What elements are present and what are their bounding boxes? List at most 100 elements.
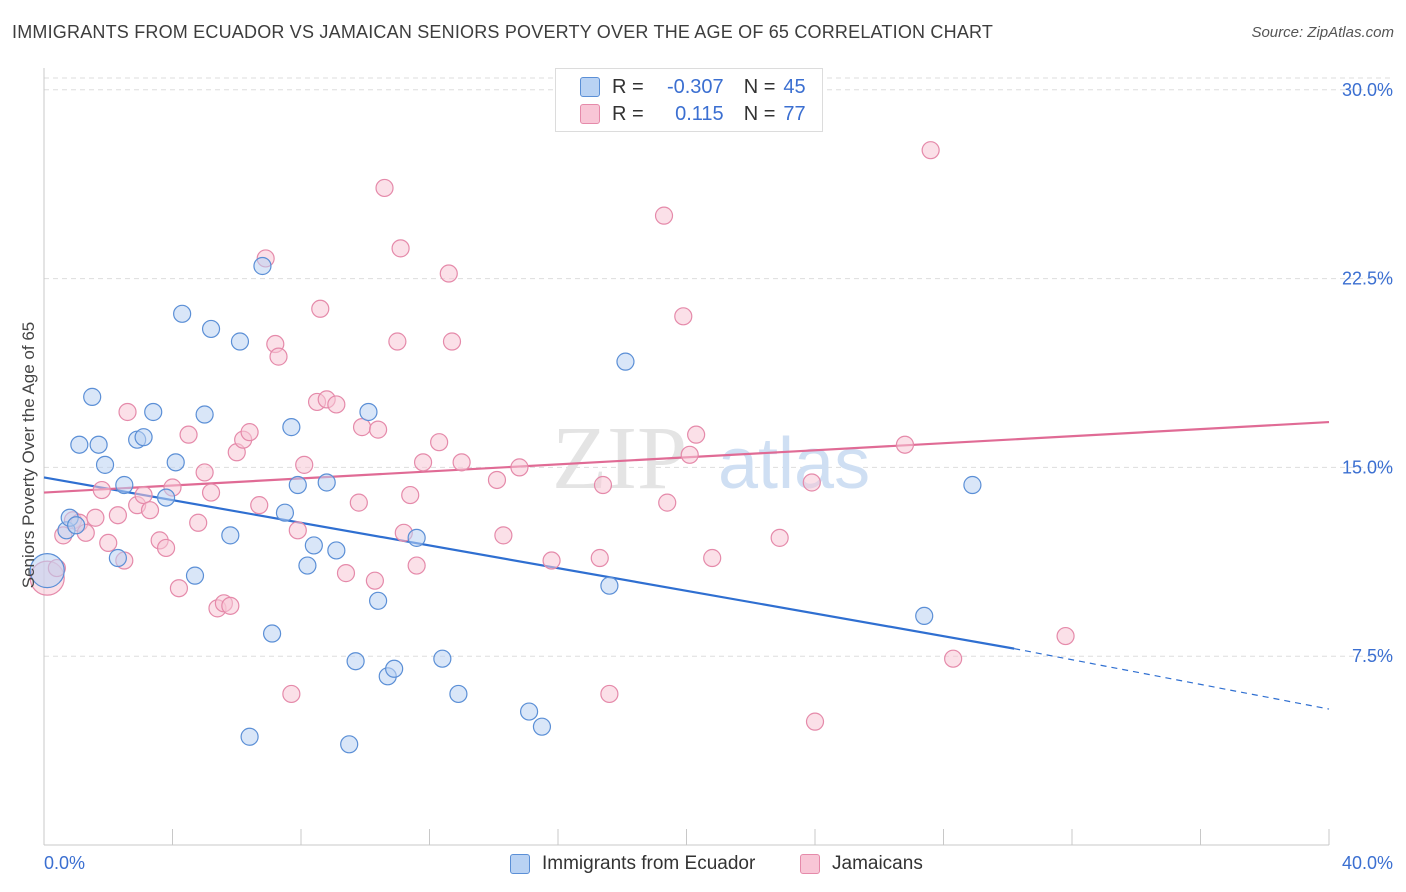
point-ecuador (115, 475, 134, 495)
y-tick-label: 7.5% (1352, 646, 1393, 666)
point-jamaicans (413, 453, 433, 472)
point-ecuador (359, 402, 378, 422)
point-jamaicans (593, 475, 613, 495)
point-ecuador (369, 591, 388, 610)
point-ecuador (385, 659, 404, 678)
point-jamaicans (510, 458, 529, 477)
point-jamaicans (542, 551, 561, 570)
point-jamaicans (494, 526, 513, 545)
point-jamaicans (600, 684, 619, 704)
point-jamaicans (452, 453, 471, 472)
point-ecuador (282, 418, 301, 437)
point-ecuador (67, 516, 86, 535)
point-ecuador (240, 727, 259, 746)
point-jamaicans (654, 206, 674, 225)
points (29, 141, 1075, 754)
r-value: -0.307 (666, 75, 724, 98)
point-jamaicans (802, 473, 821, 492)
point-jamaicans (295, 455, 314, 474)
point-ecuador (298, 556, 317, 575)
point-ecuador (304, 536, 323, 555)
y-tick-label: 30.0% (1342, 80, 1393, 100)
r-value: 0.115 (675, 102, 724, 125)
point-ecuador (519, 702, 539, 721)
point-jamaicans (944, 649, 963, 668)
axis-labels: 7.5% 15.0% 22.5% 30.0% 0.0% 40.0% Seniors Pove… (19, 80, 1393, 873)
point-jamaicans (201, 483, 221, 502)
point-jamaicans (590, 548, 609, 568)
point-jamaicans (282, 684, 301, 704)
point-jamaicans (658, 493, 677, 512)
point-ecuador (616, 352, 635, 371)
point-jamaicans (388, 332, 407, 351)
n-label: N = (743, 75, 776, 98)
point-ecuador (288, 475, 307, 495)
point-jamaicans (680, 445, 699, 464)
trend-line-ecuador (43, 476, 1015, 650)
point-jamaicans (99, 533, 118, 553)
point-ecuador (95, 455, 115, 474)
point-ecuador (156, 488, 176, 507)
point-ecuador (221, 526, 240, 545)
point-jamaicans (134, 485, 153, 505)
point-jamaicans (921, 141, 940, 160)
point-ecuador (144, 402, 163, 422)
axes (43, 68, 1330, 846)
point-jamaicans (369, 420, 388, 439)
point-jamaicans (221, 596, 240, 615)
point-jamaicans (487, 470, 507, 490)
point-jamaicans (86, 508, 105, 527)
point-jamaicans (288, 521, 307, 540)
point-jamaicans (92, 480, 111, 500)
n-label: N = (743, 102, 776, 125)
x-tick-label: 40.0% (1342, 853, 1393, 873)
point-ecuador (185, 566, 205, 585)
legend-label-ecuador: Immigrants from Ecuador (542, 853, 756, 874)
point-ecuador (407, 528, 426, 547)
point-jamaicans (442, 332, 462, 351)
stats-legend: R = -0.307 N = 45 R = 0.115 N = 77 (555, 68, 823, 132)
legend-swatch-jamaicans (800, 854, 820, 874)
point-ecuador (963, 475, 982, 495)
point-jamaicans (401, 485, 420, 505)
legend-item-ecuador[interactable]: Immigrants from Ecuador (510, 851, 755, 877)
point-ecuador (317, 473, 336, 492)
point-jamaicans (240, 423, 259, 442)
point-ecuador (600, 576, 619, 595)
x-tick-label: 0.0% (44, 853, 85, 873)
chart-title: IMMIGRANTS FROM ECUADOR VS JAMAICAN SENI… (12, 22, 994, 42)
point-jamaicans (365, 571, 384, 590)
point-ecuador (449, 684, 468, 704)
point-jamaicans (703, 548, 722, 568)
point-jamaicans (179, 425, 198, 444)
n-value: 77 (783, 102, 806, 125)
point-jamaicans (687, 425, 706, 444)
point-jamaicans (805, 712, 825, 731)
point-jamaicans (118, 402, 137, 422)
legend-row-jamaicans: R = 0.115 N = 77 (580, 100, 806, 128)
point-ecuador (262, 624, 282, 643)
point-jamaicans (439, 264, 458, 283)
point-jamaicans (895, 435, 915, 454)
watermark-atlas: atlas (718, 424, 870, 504)
r-label: R = (612, 102, 644, 125)
point-jamaicans (349, 493, 368, 512)
point-jamaicans (156, 538, 176, 558)
point-jamaicans (250, 496, 269, 515)
source-label: Source: ZipAtlas.com (1251, 24, 1394, 41)
point-jamaicans (430, 433, 449, 452)
point-jamaicans (327, 395, 346, 414)
y-axis-title: Seniors Poverty Over the Age of 65 (19, 322, 38, 588)
legend-row-ecuador: R = -0.307 N = 45 (580, 73, 806, 101)
point-ecuador (173, 304, 192, 323)
point-jamaicans (189, 513, 208, 532)
point-jamaicans (169, 579, 189, 598)
point-jamaicans (108, 506, 127, 525)
legend-item-jamaicans[interactable]: Jamaicans (800, 851, 923, 877)
point-ecuador (89, 435, 108, 454)
point-ecuador (230, 332, 250, 351)
point-jamaicans (269, 347, 288, 366)
point-jamaicans (140, 501, 160, 520)
point-ecuador (346, 652, 365, 671)
